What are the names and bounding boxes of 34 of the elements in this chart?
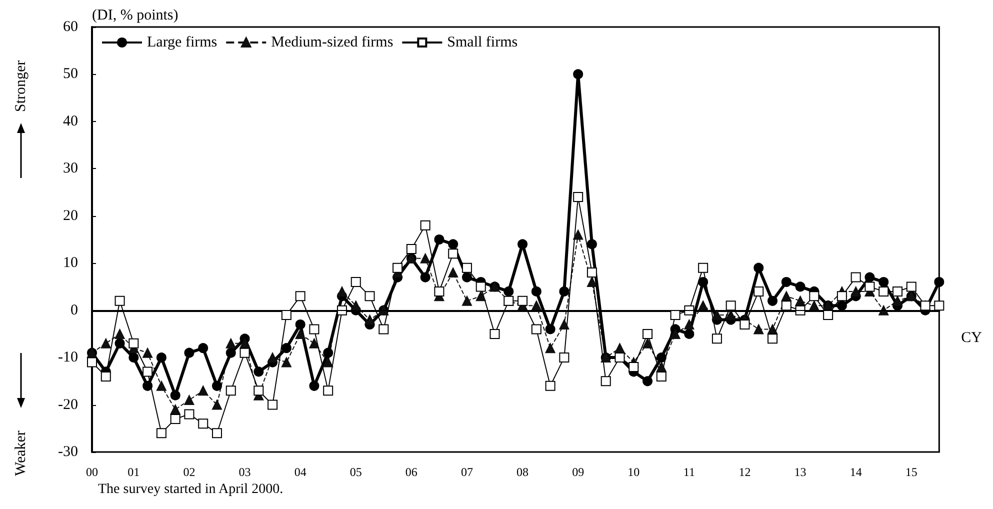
x-tick-label: 03 <box>238 465 251 479</box>
y-tick-label: -20 <box>58 396 78 413</box>
y-tick-label: 20 <box>63 208 78 224</box>
x-tick-label: 07 <box>460 465 473 479</box>
y-tick-label: 0 <box>70 302 78 318</box>
y-tick-label: 50 <box>63 66 78 82</box>
x-tick-label: 14 <box>850 465 862 479</box>
x-tick-label: 06 <box>405 465 418 479</box>
x-tick-label: 00 <box>86 465 98 479</box>
x-tick-label: 15 <box>905 465 918 479</box>
legend-label: Large firms <box>147 34 218 50</box>
text: The survey started in April 2000. <box>98 482 284 498</box>
x-tick-label: 04 <box>294 465 306 479</box>
x-tick-label: 08 <box>516 465 529 479</box>
y-tick-label: 40 <box>63 113 78 130</box>
y-tick-label: -10 <box>58 350 78 366</box>
x-tick-label: 12 <box>738 465 751 479</box>
x-tick-label: 13 <box>794 465 806 479</box>
y-tick-label: -30 <box>58 444 78 460</box>
x-tick-label: 01 <box>128 465 140 479</box>
x-axis-title: CY <box>961 330 982 346</box>
x-tick-label: 11 <box>683 465 695 479</box>
text: Stronger <box>12 60 30 112</box>
legend-label: Small firms <box>447 34 518 50</box>
x-tick-label: 09 <box>572 465 584 479</box>
y-axis-title: (DI, % points) <box>92 8 178 24</box>
y-tick-label: 10 <box>63 255 78 272</box>
x-tick-label: 05 <box>350 465 362 479</box>
legend-label: Medium-sized firms <box>271 34 394 50</box>
y-tick-label: 30 <box>63 160 78 177</box>
x-tick-label: 02 <box>183 465 196 479</box>
y-tick-label: 60 <box>63 19 78 35</box>
text: Weaker <box>12 430 30 476</box>
x-tick-label: 10 <box>628 465 640 479</box>
